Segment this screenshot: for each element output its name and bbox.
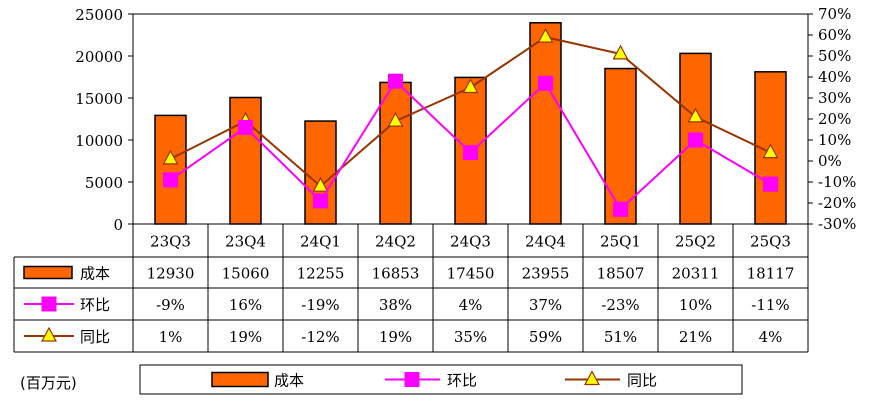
x-tick-label: 25Q2 xyxy=(675,233,716,251)
y-right-tick-label: -20% xyxy=(818,194,856,212)
x-tick-label: 24Q1 xyxy=(300,233,341,251)
table-cell: -12% xyxy=(301,328,339,346)
legend-label: 环比 xyxy=(447,372,477,390)
legend-key-marker xyxy=(404,372,420,387)
y-right-tick-label: 20% xyxy=(818,110,851,128)
yoy-point xyxy=(312,176,329,192)
mom-point xyxy=(463,145,478,161)
table-cell: 38% xyxy=(379,296,412,314)
yoy-point xyxy=(162,149,179,165)
x-tick-label: 23Q3 xyxy=(150,233,191,251)
table-key-bar xyxy=(23,265,73,280)
y-left-tick-label: 0 xyxy=(113,216,123,234)
legend-label: 成本 xyxy=(274,372,304,390)
mom-point xyxy=(688,132,703,148)
table-series-name: 成本 xyxy=(80,265,110,283)
yoy-point xyxy=(687,107,704,123)
table-cell: 1% xyxy=(159,328,183,346)
table-cell: 59% xyxy=(529,328,562,346)
x-tick-label: 25Q3 xyxy=(750,233,791,251)
y-right-tick-label: 10% xyxy=(818,131,851,149)
data-table: 23Q3 23Q4 24Q1 24Q2 24Q3 24Q4 25Q1 25Q2 25Q3 成本 12… xyxy=(13,223,809,353)
y-left-tick-label: 15000 xyxy=(75,90,123,108)
table-cell: 18117 xyxy=(747,265,795,283)
mom-point xyxy=(613,201,628,217)
y-right-tick-label: 70% xyxy=(818,5,851,23)
x-tick-label: 24Q2 xyxy=(375,233,416,251)
y-left-tick-label: 5000 xyxy=(85,174,123,192)
legend: 成本 环比 同比 xyxy=(139,364,743,395)
mom-point xyxy=(388,73,403,89)
y-right-tick-label: -30% xyxy=(818,215,856,233)
bar-cost xyxy=(379,81,412,225)
table-cell: 12255 xyxy=(297,265,345,283)
table-cell: 15060 xyxy=(222,265,270,283)
y-left-tick-label: 25000 xyxy=(75,6,123,24)
yoy-point xyxy=(612,44,629,60)
table-cell: 51% xyxy=(604,328,637,346)
legend-label: 同比 xyxy=(627,372,657,390)
table-cell: 21% xyxy=(679,328,712,346)
table-cell: 37% xyxy=(529,296,562,314)
table-cell: 20311 xyxy=(672,265,720,283)
mom-point xyxy=(163,172,178,188)
table-cell: 17450 xyxy=(447,265,495,283)
table-key-marker xyxy=(40,326,58,342)
table-cell: 12930 xyxy=(147,265,195,283)
y-right-tick-label: 0% xyxy=(818,152,842,170)
table-cell: 10% xyxy=(679,296,712,314)
table-key-marker xyxy=(41,296,57,312)
table-cell: -11% xyxy=(751,296,789,314)
y-left-tick-label: 10000 xyxy=(75,132,123,150)
table-cell: -23% xyxy=(601,296,639,314)
table-series-name: 环比 xyxy=(80,296,110,314)
bar-cost xyxy=(304,120,337,225)
table-cell: 4% xyxy=(759,328,783,346)
bar-cost xyxy=(154,114,187,225)
y-right-tick-label: 50% xyxy=(818,47,851,65)
mom-point xyxy=(238,119,253,135)
table-cell: -19% xyxy=(301,296,339,314)
y-right-tick-label: 40% xyxy=(818,68,851,86)
yoy-point xyxy=(387,111,404,127)
y-right-tick-label: -10% xyxy=(818,173,856,191)
legend-box xyxy=(139,364,743,395)
table-cell: 4% xyxy=(459,296,483,314)
x-tick-label: 23Q4 xyxy=(225,233,266,251)
x-tick-label: 25Q1 xyxy=(600,233,641,251)
table-cell: 19% xyxy=(229,328,262,346)
y-left-tick-label: 20000 xyxy=(75,48,123,66)
x-tick-label: 24Q3 xyxy=(450,233,491,251)
table-cell: -9% xyxy=(156,296,185,314)
x-tick-label: 24Q4 xyxy=(525,233,566,251)
mom-point xyxy=(538,75,553,91)
mom-point xyxy=(763,176,778,192)
table-cell: 16% xyxy=(229,296,262,314)
yoy-point xyxy=(762,143,779,159)
y-right-tick-label: 60% xyxy=(818,26,851,44)
y-right-tick-label: 30% xyxy=(818,89,851,107)
yoy-point xyxy=(537,27,554,43)
table-cell: 23955 xyxy=(522,265,570,283)
mom-point xyxy=(313,193,328,209)
table-cell: 35% xyxy=(454,328,487,346)
legend-key-bar xyxy=(211,371,269,388)
bar-cost xyxy=(529,22,562,225)
bar-cost xyxy=(604,67,637,225)
plot-area: 0 5000 10000 15000 20000 25000 -30% -20% -10% 0% 1… xyxy=(75,5,856,234)
table-cell: 19% xyxy=(379,328,412,346)
yoy-point xyxy=(462,78,479,94)
table-cell: 16853 xyxy=(372,265,420,283)
unit-label: (百万元) xyxy=(20,374,77,392)
table-cell: 18507 xyxy=(597,265,645,283)
legend-key-marker xyxy=(583,370,601,386)
table-series-name: 同比 xyxy=(80,328,110,346)
